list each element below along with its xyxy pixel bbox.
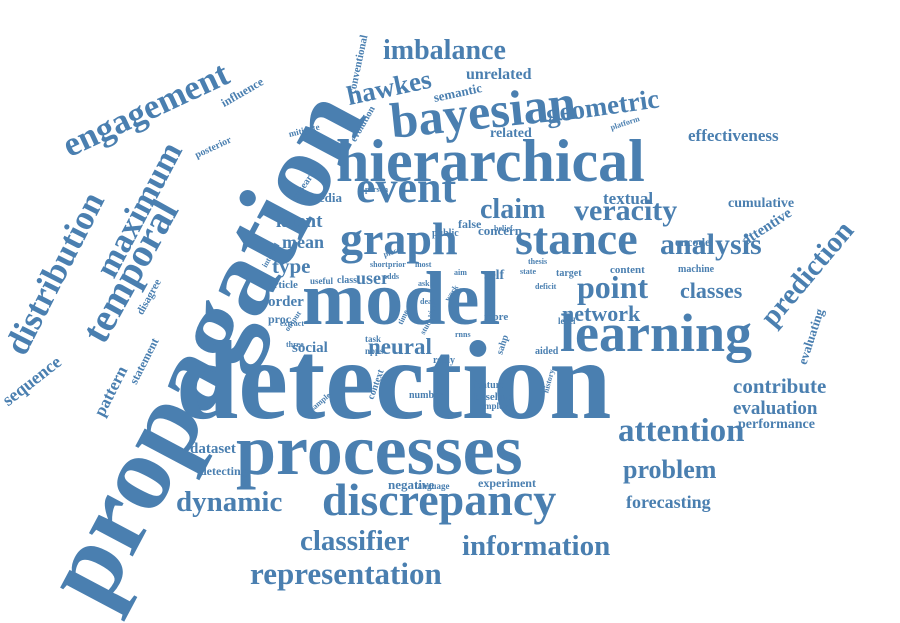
word-ask: ask: [418, 278, 430, 288]
word-performance: performance: [738, 417, 815, 433]
word-dataset: dataset: [190, 441, 236, 458]
word-model: model: [302, 257, 501, 342]
word-graph: graph: [340, 212, 458, 264]
word-article: article: [268, 278, 298, 291]
word-aim: aim: [454, 267, 467, 277]
word-class: class: [337, 274, 357, 286]
word-imbalance: imbalance: [383, 35, 506, 67]
word-representation: representation: [250, 556, 442, 592]
word-employ: employ: [480, 400, 508, 411]
word-related: related: [490, 126, 532, 142]
word-person: person: [365, 184, 389, 194]
word-effectiveness: effectiveness: [688, 126, 779, 146]
word-detecting: detecting: [200, 463, 247, 478]
word-adds: adds: [383, 271, 400, 281]
word-user: user: [356, 268, 389, 289]
word-point: point: [577, 268, 649, 305]
word-unrelated: unrelated: [466, 66, 532, 84]
word-classifier: classifier: [300, 525, 410, 558]
word-contribute: contribute: [733, 373, 827, 398]
word-evaluating: evaluating: [794, 306, 827, 367]
word-short: short: [370, 259, 388, 269]
word-mean: mean: [282, 232, 324, 253]
word-attention: attention: [618, 412, 745, 449]
word-deal: deal: [420, 296, 435, 306]
word-self: self: [484, 268, 505, 284]
word-level: level: [558, 315, 576, 326]
word-useful: useful: [310, 275, 334, 286]
word-information: information: [462, 530, 611, 563]
word-number: number: [409, 389, 443, 401]
word-processes: processes: [236, 409, 523, 490]
word-sequence: sequence: [0, 351, 65, 411]
word-state: state: [520, 266, 536, 276]
word-negative: negative: [388, 477, 435, 493]
word-evaluation: evaluation: [733, 397, 818, 419]
word-discrepancy: discrepancy: [322, 473, 557, 525]
word-language: language: [415, 480, 450, 491]
word-posterior: posterior: [193, 134, 234, 161]
word-dynamic: dynamic: [176, 486, 283, 519]
word-cumulative: cumulative: [728, 196, 795, 212]
word-network: network: [562, 300, 641, 326]
word-analysis: analysis: [660, 228, 762, 262]
word-neural: neural: [368, 333, 432, 359]
word-media: media: [308, 190, 342, 206]
word-npps: npps: [365, 345, 384, 356]
word-latent: latent: [276, 210, 323, 232]
word-belief: belief: [494, 223, 513, 233]
word-thesis: thesis: [528, 256, 548, 266]
word-prior: prior: [388, 259, 406, 269]
word-social: social: [292, 340, 328, 357]
word-forecasting: forecasting: [626, 492, 711, 513]
word-three: three: [286, 339, 304, 349]
word-type: type: [272, 253, 311, 278]
word-content: content: [610, 263, 645, 276]
word-detection: detection: [176, 318, 612, 443]
word-claim: claim: [480, 194, 546, 226]
word-rnns: rnns: [455, 329, 471, 339]
word-textual: textual: [603, 189, 654, 209]
word-proc: proc: [268, 311, 292, 326]
word-experiment: experiment: [478, 475, 536, 490]
word-problem: problem: [623, 455, 717, 485]
word-extract: extract: [280, 318, 304, 328]
word-target: target: [556, 267, 582, 279]
word-classes: classes: [680, 277, 743, 303]
word-aided: aided: [535, 345, 559, 357]
word-feature: feature: [474, 379, 505, 391]
word-reply: reply: [433, 354, 456, 366]
word-machine: machine: [678, 263, 715, 275]
word-order: order: [268, 294, 304, 311]
word-public: public: [432, 227, 459, 239]
word-hierarchical: hierarchical: [336, 127, 645, 194]
word-veracity: veracity: [574, 194, 678, 228]
word-concern: concern: [478, 223, 523, 239]
word-baseline: baseline: [474, 390, 512, 403]
word-learning: learning: [560, 303, 753, 364]
word-stance: stance: [515, 212, 638, 264]
word-encode: encode: [675, 234, 711, 249]
word-most: most: [415, 259, 432, 269]
word-task: task: [365, 333, 382, 344]
word-false: false: [458, 216, 482, 231]
word-prediction: prediction: [754, 215, 861, 333]
word-more: more: [484, 310, 509, 323]
word-deficit: deficit: [535, 281, 557, 291]
word-event: event: [356, 162, 457, 212]
